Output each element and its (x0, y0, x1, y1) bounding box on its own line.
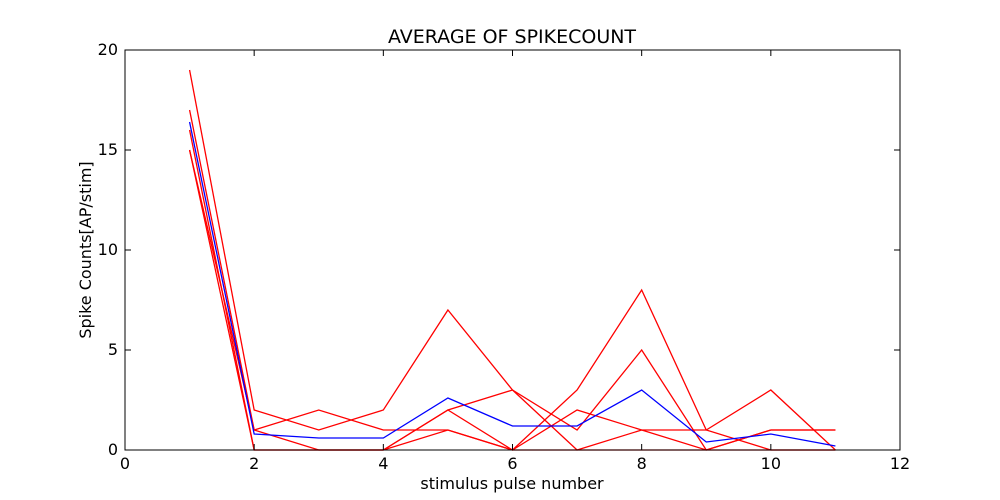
x-tick-label: 2 (249, 454, 259, 473)
tick-layer: 0 2 4 6 8 10 12 0 5 10 15 20 (98, 40, 911, 473)
x-axis-title: stimulus pulse number (420, 474, 604, 493)
y-tick-label: 10 (98, 240, 118, 259)
chart-title: AVERAGE OF SPIKECOUNT (388, 26, 636, 48)
y-tick-label: 20 (98, 40, 118, 59)
series-line-3 (188, 129, 836, 451)
x-tick-label: 4 (378, 454, 388, 473)
series-line-4 (188, 149, 836, 451)
y-axis-title: Spike Counts[AP/stim] (76, 161, 95, 338)
x-tick-label: 0 (120, 454, 130, 473)
x-tick-label: 12 (890, 454, 910, 473)
series-layer (188, 69, 836, 451)
x-tick-label: 8 (637, 454, 647, 473)
series-line-5 (188, 149, 836, 451)
series-line-1 (188, 69, 836, 451)
y-tick-label: 0 (108, 440, 118, 459)
y-tick-label: 15 (98, 140, 118, 159)
x-tick-label: 10 (761, 454, 781, 473)
y-tick-label: 5 (108, 340, 118, 359)
series-line-6 (188, 121, 836, 447)
series-line-2 (188, 109, 836, 451)
plot-frame (124, 49, 901, 451)
x-tick-label: 6 (507, 454, 517, 473)
